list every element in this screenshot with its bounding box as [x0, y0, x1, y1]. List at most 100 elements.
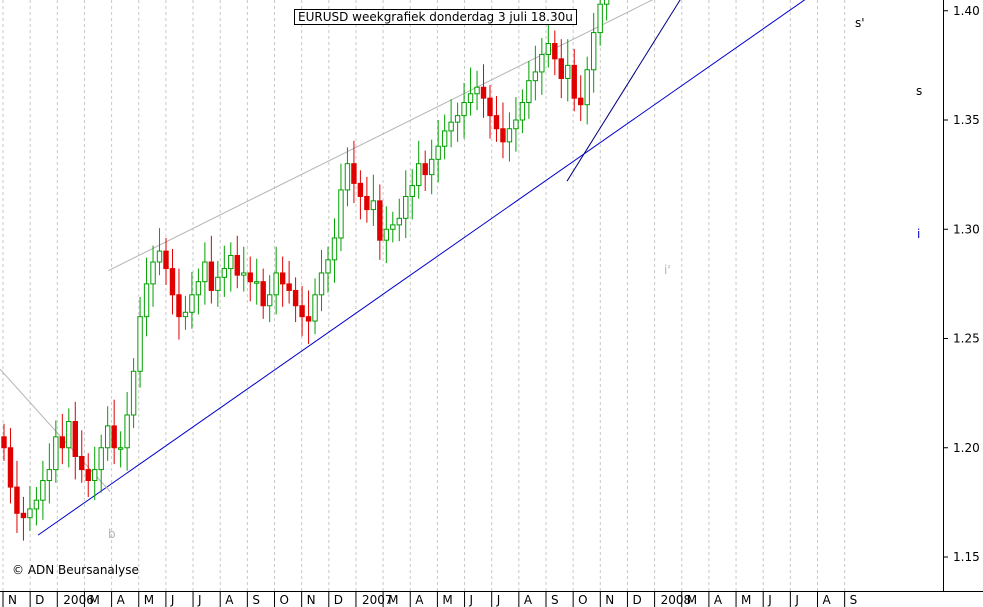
x-tick-label: A	[225, 593, 234, 607]
candle-body	[318, 272, 325, 296]
candle-body	[590, 32, 597, 71]
x-tick-label: 2006	[63, 593, 94, 607]
candle-body	[215, 276, 221, 291]
x-tick-label: N	[8, 593, 17, 607]
x-tick-label: M	[144, 593, 154, 607]
x-tick-label: M	[687, 593, 697, 607]
x-tick-label: J	[767, 593, 772, 607]
candle-body	[539, 53, 545, 73]
x-tick-label: S	[850, 593, 858, 607]
candle-body	[428, 158, 435, 176]
x-tick-label: J	[197, 593, 202, 607]
candle-body	[266, 294, 273, 307]
candle-body	[92, 469, 98, 482]
candle-body	[53, 436, 59, 471]
candle-body	[279, 272, 286, 285]
x-tick-label: M	[442, 593, 452, 607]
previous-downtrend-line	[0, 368, 111, 492]
candle-body	[169, 268, 176, 296]
candle-body	[79, 455, 85, 471]
y-tick-label: 1.30	[953, 222, 980, 236]
candle-body	[14, 486, 20, 514]
candle-body	[403, 195, 409, 219]
candle-body	[552, 43, 558, 60]
chart-title: EURUSD weekgrafiek donderdag 3 juli 18.3…	[294, 9, 577, 25]
candle-body	[357, 182, 364, 197]
candle-body	[364, 195, 370, 211]
x-tick-label: M	[89, 593, 99, 607]
candle-body	[59, 436, 66, 449]
candle-body	[286, 283, 292, 291]
x-tick-label: J	[794, 593, 799, 607]
candle-body	[1, 436, 7, 449]
candle-body	[578, 97, 584, 106]
candle-body	[176, 294, 182, 318]
vertical-gridlines	[2, 0, 846, 591]
candle-body	[331, 237, 338, 261]
candle-body	[480, 86, 487, 99]
candle-body	[85, 469, 91, 482]
x-tick-label: J	[469, 593, 474, 607]
candle-body	[519, 102, 526, 121]
candle-body	[351, 163, 357, 184]
x-tick-label: A	[117, 593, 126, 607]
x-tick-label: 2007	[362, 593, 393, 607]
x-tick-label: O	[280, 593, 289, 607]
candle-body	[254, 281, 260, 284]
candle-body	[416, 163, 422, 187]
copyright-label: © ADN Beursanalyse	[12, 563, 139, 577]
candle-body	[163, 250, 169, 270]
candle-body	[137, 316, 143, 372]
candle-body	[435, 145, 441, 160]
candle-body	[228, 254, 234, 270]
candle-body	[565, 64, 571, 79]
candle-body	[150, 261, 156, 285]
candle-body	[72, 421, 78, 457]
x-tick-label: A	[714, 593, 723, 607]
candle-body	[124, 414, 130, 449]
candle-body	[182, 311, 189, 318]
y-tick-label: 1.35	[953, 113, 980, 127]
candle-body	[603, 0, 610, 5]
x-tick-label: D	[334, 593, 343, 607]
y-tick-label: 1.20	[953, 441, 980, 455]
x-tick-label: A	[415, 593, 424, 607]
candle-body	[260, 281, 266, 307]
x-tick-label: S	[252, 593, 260, 607]
candle-body	[234, 254, 240, 276]
candle-body	[409, 185, 415, 197]
x-tick-label: D	[35, 593, 44, 607]
price-axis: 1.151.201.251.301.351.401.451.501.551.60	[943, 4, 980, 564]
annotation-5: b	[108, 527, 116, 541]
candle-body	[117, 447, 124, 450]
candle-body	[513, 119, 519, 130]
candle-body	[448, 121, 454, 132]
candle-body	[104, 425, 111, 449]
y-tick-label: 1.15	[953, 550, 980, 564]
candle-body	[344, 163, 351, 191]
candle-body	[422, 163, 428, 176]
candle-body	[454, 115, 461, 123]
candle-body	[241, 272, 247, 276]
candle-body	[208, 261, 215, 291]
candle-body	[545, 43, 552, 55]
candle-body	[273, 272, 279, 296]
candle-body	[338, 189, 344, 239]
channel-bottom-line-s	[566, 0, 681, 182]
candle-body	[299, 305, 305, 318]
candle-body	[377, 200, 383, 241]
annotation-3: i	[917, 227, 920, 241]
candle-body	[195, 281, 202, 296]
candle-body	[325, 259, 331, 274]
candle-body	[571, 64, 577, 99]
candle-body	[305, 316, 312, 322]
x-tick-label: N	[307, 593, 316, 607]
candle-body	[20, 512, 27, 519]
candle-body	[558, 58, 564, 79]
annotation-2: s	[916, 84, 922, 98]
x-tick-label: J	[496, 593, 501, 607]
candle-body	[202, 261, 208, 283]
x-tick-label: S	[551, 593, 559, 607]
x-tick-label: A	[524, 593, 533, 607]
